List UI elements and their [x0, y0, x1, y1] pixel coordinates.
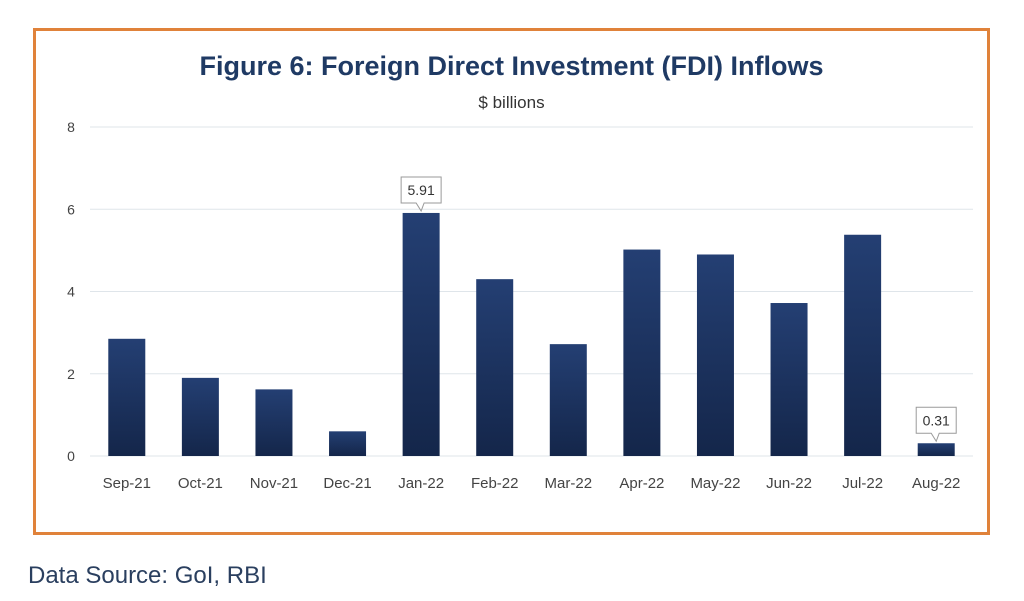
bar-mar-22	[549, 344, 587, 456]
bar-oct-21	[181, 377, 219, 456]
chart-title: Figure 6: Foreign Direct Investment (FDI…	[199, 51, 824, 81]
data-label-callout: 0.31	[915, 406, 957, 443]
data-source: Data Source: GoI, RBI	[28, 562, 267, 589]
bars	[108, 212, 955, 456]
y-tick-label: 4	[67, 284, 75, 300]
bar-aug-22	[917, 443, 955, 456]
x-tick-label: Feb-22	[471, 475, 519, 492]
bar-chart: 0 2 4 6 8 Sep-21 Oct-21 Nov-21 Dec-21 Jan-22 Feb-…	[67, 119, 973, 492]
data-label-callout: 5.91	[400, 176, 442, 213]
chart-subtitle: $ billions	[478, 93, 545, 112]
bar-jun-22	[770, 303, 808, 456]
x-tick-label: Jan-22	[398, 475, 444, 492]
gridlines	[90, 126, 973, 457]
x-axis-ticks: Sep-21 Oct-21 Nov-21 Dec-21 Jan-22 Feb-22 Mar-…	[103, 475, 961, 492]
callout-box	[400, 176, 442, 213]
bar-jul-22	[844, 234, 882, 456]
x-tick-label: Jun-22	[766, 475, 812, 492]
data-label: 0.31	[923, 412, 950, 428]
y-tick-label: 8	[67, 119, 75, 135]
x-tick-label: Jul-22	[842, 475, 883, 492]
bar-nov-21	[255, 389, 293, 456]
callout-box	[915, 406, 957, 443]
x-tick-label: Dec-21	[323, 475, 371, 492]
annotations: 5.91 0.31	[400, 176, 957, 443]
bar-feb-22	[476, 279, 514, 456]
bar-sep-21	[108, 338, 146, 456]
y-axis-ticks: 0 2 4 6 8	[67, 119, 75, 464]
x-tick-label: Apr-22	[619, 475, 664, 492]
x-tick-label: May-22	[690, 475, 740, 492]
x-tick-label: Oct-21	[178, 475, 223, 492]
bar-dec-21	[329, 431, 367, 456]
y-tick-label: 6	[67, 201, 75, 217]
x-tick-label: Mar-22	[545, 475, 593, 492]
bar-apr-22	[623, 249, 661, 456]
x-tick-label: Sep-21	[103, 475, 151, 492]
y-tick-label: 0	[67, 448, 75, 464]
y-tick-label: 2	[67, 366, 75, 382]
x-tick-label: Aug-22	[912, 475, 960, 492]
x-tick-label: Nov-21	[250, 475, 298, 492]
bar-may-22	[696, 254, 734, 456]
data-label: 5.91	[408, 182, 435, 198]
bar-jan-22	[402, 212, 440, 456]
